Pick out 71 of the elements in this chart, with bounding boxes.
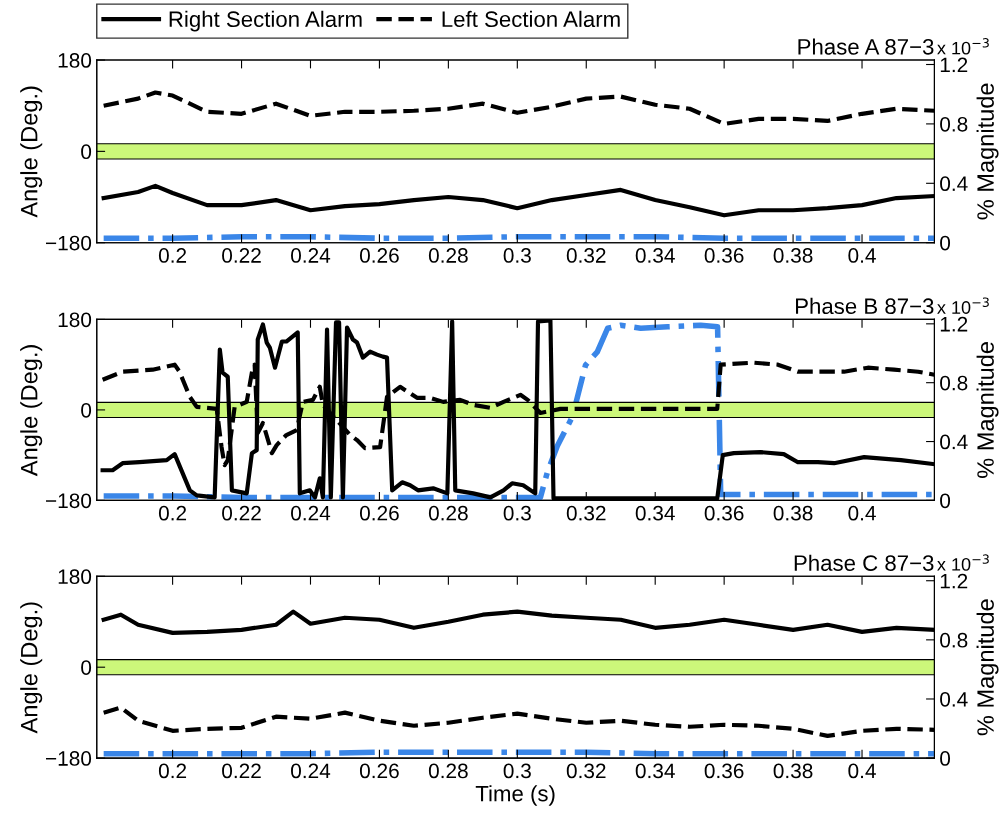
x-tick-label: 0.38: [773, 763, 813, 779]
x-tick-label: 0.24: [291, 763, 331, 779]
y-tick-label: −180: [46, 235, 92, 251]
x-tick-label: 0.26: [359, 248, 399, 263]
x-tick-label: 0.38: [773, 505, 813, 521]
y-tick-label: 0: [81, 402, 92, 418]
x-tick-label: 0.26: [359, 505, 399, 521]
legend-label: Right Section Alarm: [169, 10, 362, 32]
y2-tick-label: 1.2: [940, 57, 968, 73]
y2-tick-label: 0: [940, 493, 951, 509]
x-tick-label: 0.2: [158, 248, 187, 263]
line-series: [101, 183, 935, 218]
x-tick-label: 0.4: [848, 248, 876, 263]
y2-axis-title: % Magnitude: [976, 342, 999, 478]
y2-tick-label: 0.4: [940, 434, 968, 450]
x-tick-label: 0.22: [222, 763, 261, 779]
x-tick-label: 0.4: [848, 763, 876, 779]
x-tick-label: 0.28: [428, 248, 468, 263]
y-tick-label: −180: [46, 751, 92, 766]
chart-title: Phase B 87−3: [796, 297, 934, 315]
x-tick-label: 0.22: [222, 248, 261, 263]
y-axis-title: Angle (Deg.): [20, 602, 43, 734]
y-tick-label: 0: [81, 660, 92, 675]
x-tick-label: 0.34: [635, 248, 675, 263]
x-tick-label: 0.22: [222, 505, 261, 521]
x-tick-label: 0.36: [704, 505, 744, 521]
y2-tick-label: 0.8: [940, 632, 968, 648]
x-tick-label: 0.36: [704, 763, 744, 779]
x-tick-label: 0.2: [158, 505, 187, 521]
y-axis-title: Angle (Deg.): [20, 86, 43, 218]
x-tick-label: 0.34: [635, 505, 675, 521]
y2-axis-title: % Magnitude: [976, 83, 999, 220]
y-tick-label: 0: [81, 144, 92, 160]
x-tick-label: 0.3: [503, 505, 531, 521]
x-tick-label: 0.32: [566, 248, 606, 263]
x-tick-label: 0.26: [359, 763, 399, 779]
legend-label: Left Section Alarm: [442, 10, 620, 28]
x-axis-title: Time (s): [475, 785, 555, 806]
chart-title: Phase A 87−3: [798, 38, 934, 55]
y-tick-label: 180: [58, 53, 92, 68]
y2-axis-title: % Magnitude: [976, 599, 999, 736]
y2-tick-label: 0.4: [940, 691, 968, 707]
x-tick-label: 0.28: [428, 505, 468, 521]
y2-tick-label: 0: [940, 751, 951, 766]
x-tick-label: 0.34: [635, 763, 675, 779]
x-tick-label: 0.38: [773, 248, 813, 263]
y-tick-label: 180: [58, 569, 92, 585]
text: x 10$^{−3}$: [937, 38, 989, 55]
y-tick-label: −180: [46, 493, 92, 509]
x-tick-label: 0.3: [503, 763, 531, 779]
x-tick-label: 0.2: [158, 763, 187, 779]
x-tick-label: 0.32: [566, 763, 606, 779]
y-axis-title: Angle (Deg.): [20, 345, 43, 477]
y2-tick-label: 0.8: [940, 116, 968, 132]
y2-tick-label: 1.2: [940, 316, 968, 332]
y-tick-label: 180: [58, 312, 92, 328]
x-tick-label: 0.24: [291, 505, 331, 521]
text: x 10$^{−3}$: [937, 554, 989, 571]
text: x 10$^{−3}$: [937, 297, 989, 314]
x-tick-label: 0.3: [503, 248, 531, 263]
y2-tick-label: 0.8: [940, 375, 968, 391]
y2-tick-label: 0: [940, 235, 951, 251]
x-tick-label: 0.36: [704, 248, 744, 263]
x-tick-label: 0.4: [848, 505, 876, 521]
x-tick-label: 0.24: [291, 248, 331, 263]
y2-tick-label: 1.2: [940, 573, 968, 589]
line-series: [101, 609, 935, 635]
x-tick-label: 0.28: [428, 763, 468, 779]
chart-title: Phase C 87−3: [794, 554, 934, 571]
y2-tick-label: 0.4: [940, 176, 968, 192]
x-tick-label: 0.32: [566, 505, 606, 521]
